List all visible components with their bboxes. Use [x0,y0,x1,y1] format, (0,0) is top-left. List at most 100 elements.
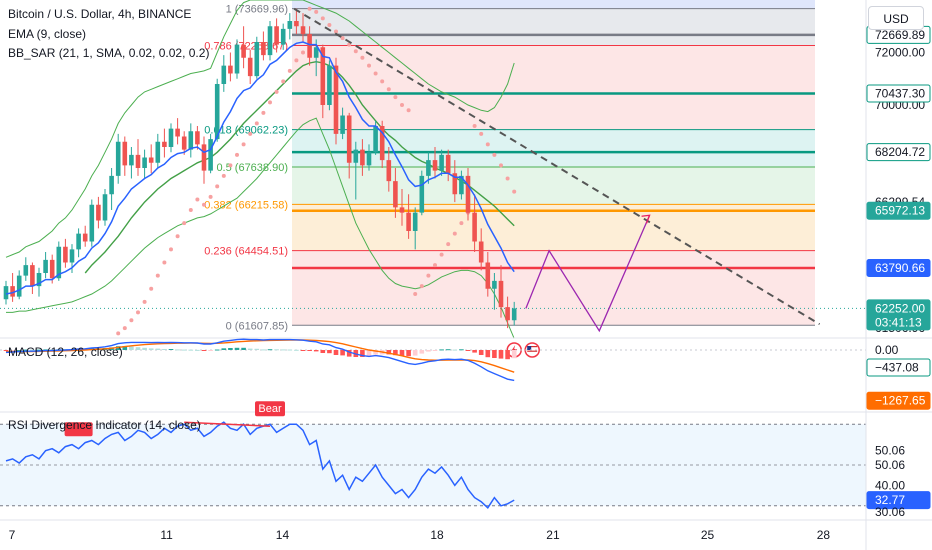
sar-dot [301,50,305,55]
sar-dot [334,29,338,34]
bb-basis-line [84,60,515,274]
macd-histogram-bar [267,349,273,351]
candle-body [294,21,299,27]
sar-dot [459,221,464,226]
candle [340,107,345,140]
ema-legend: EMA (9, close) [8,27,87,41]
flag-stripe [527,350,538,352]
candle-body [162,141,167,147]
fib-zone [292,129,815,167]
price-axis: 72000.0070000.0066299.5463739.5461506.96… [865,0,931,550]
price-tag: 70437.30 [866,84,931,103]
sar-dot [162,260,167,265]
macd-histogram-bar [485,350,491,358]
candle [23,257,29,281]
candle [505,296,510,329]
candle-body [155,141,161,163]
candle [188,123,194,158]
flag-stripe [527,352,538,355]
candle-body [23,265,29,276]
candle-body [135,154,141,168]
sar-dot [426,273,431,278]
candle-body [346,115,352,163]
candle-body [122,141,128,166]
candle-body [393,181,398,208]
candle [472,194,477,252]
macd-histogram-bar [195,349,200,351]
bear-marker-box [64,422,93,437]
candle [307,26,312,66]
candle-body [181,136,187,150]
candle [511,301,517,326]
price-tag-label: 65972.13 [875,204,925,218]
candle [221,55,227,92]
candle [379,120,385,168]
candle [294,8,299,35]
candle [214,78,220,142]
bb-upper-line [5,0,515,258]
macd-histogram-bar [452,349,458,351]
price-tag-label: 72669.89 [875,28,925,42]
macd-histogram-bar [280,349,286,351]
candle [129,147,134,179]
sar-dot [287,68,292,73]
flag-canton [527,346,532,350]
candle-body [274,26,279,45]
macd-histogram-bar [511,350,517,359]
candle-body [102,194,108,221]
sar-dot [406,108,411,113]
projection-path [525,215,651,333]
sar-dot [155,273,160,278]
candle [406,194,411,239]
sar-dot [360,55,365,60]
time-axis-label: 21 [546,528,560,542]
candle [432,147,438,179]
macd-histogram-bar [505,350,510,360]
candle [419,170,425,216]
macd-histogram-bar [162,349,167,350]
candle [3,280,9,305]
sar-dot [241,142,246,147]
price-tag-box [866,143,931,162]
macd-histogram-bar [135,347,141,350]
candle-body [459,175,464,195]
macd-legend: MACD (12, 26, close) [8,345,123,359]
macd-histogram-bar [307,350,312,351]
candle [228,52,233,82]
macd-histogram-bar [3,350,9,351]
candle [162,128,167,158]
price-tag-label: 50.06 [875,458,905,472]
candle-body [109,175,114,195]
macd-histogram-bar [241,347,246,350]
sar-dot [439,252,444,257]
sar-dot [499,163,503,168]
fib-zone [292,8,815,46]
candle-body [320,47,326,105]
candle-body [188,131,194,150]
candle [287,13,293,40]
macd-histogram-bar [234,347,240,350]
price-tag-label: −1267.65 [875,394,926,408]
candle-body [419,175,425,213]
macd-histogram-bar [294,349,299,351]
candle [89,199,95,247]
macd-histogram-bar [148,348,154,350]
price-tag-label: 50.06 [875,444,905,458]
macd-histogram-bar [261,349,266,351]
candle [300,13,306,42]
sar-dot [314,9,319,14]
currency-button[interactable]: USD [868,6,924,30]
macd-histogram-bar [340,350,345,356]
price-tag-label: 30.06 [875,505,905,519]
sar-dot [136,310,140,315]
bear-label: Bear [258,403,282,415]
candle [36,267,42,297]
candle [30,262,35,294]
candle-body [3,286,9,300]
time-axis-label: 25 [701,528,715,542]
macd-histogram-bar [313,350,319,352]
candle [234,39,240,79]
sar-dot [413,292,418,296]
